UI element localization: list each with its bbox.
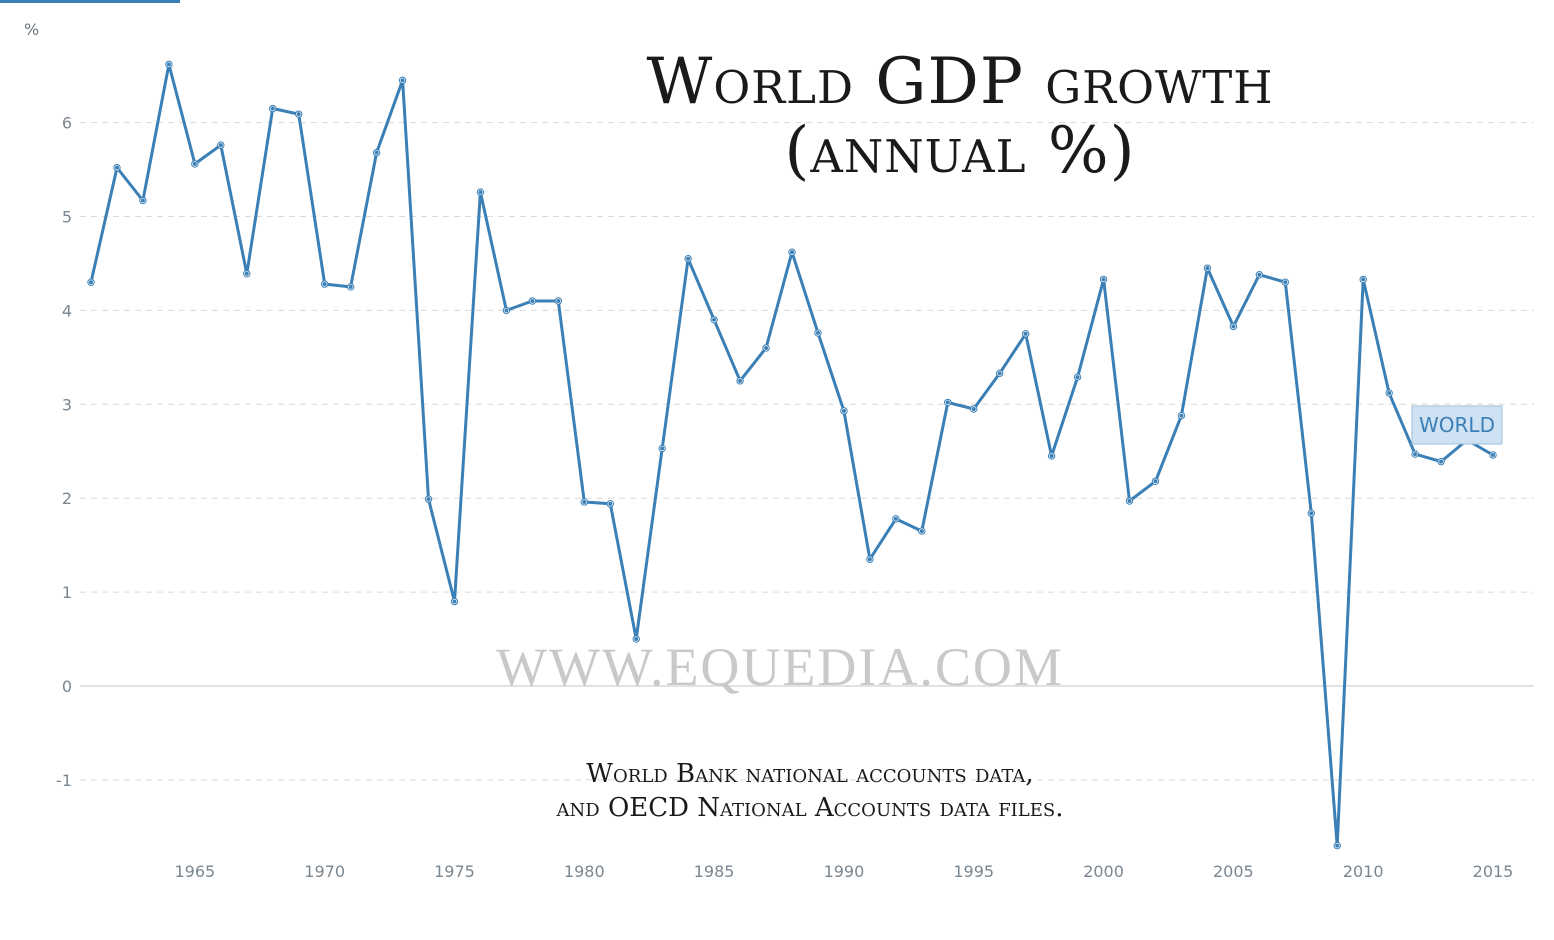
series-label: WORLD (1419, 413, 1495, 437)
data-point-core (945, 400, 950, 405)
series-label-box (1411, 405, 1503, 445)
data-point-core (660, 446, 665, 451)
y-tick-label: -1 (56, 771, 72, 790)
series-layer: WORLD (87, 60, 1503, 850)
data-point-core (1387, 391, 1392, 396)
data-point-core (608, 501, 613, 506)
data-point-core (166, 62, 171, 67)
data-point-core (114, 165, 119, 170)
y-tick-label: 6 (62, 114, 72, 133)
y-tick-label: 3 (62, 395, 72, 414)
data-point-core (1153, 479, 1158, 484)
x-tick-label: 1970 (304, 862, 345, 881)
x-tick-label: 1975 (434, 862, 475, 881)
data-point-core (192, 161, 197, 166)
data-point-core (1283, 280, 1288, 285)
source-line-2: and OECD National Accounts data files. (556, 792, 1064, 823)
data-point-core (530, 299, 535, 304)
data-point-core (1101, 277, 1106, 282)
data-point-core (1049, 453, 1054, 458)
source-note: World Bank national accounts data, and O… (440, 758, 1180, 826)
data-point-core (1179, 413, 1184, 418)
x-tick-label: 1990 (824, 862, 865, 881)
y-tick-label: 0 (62, 677, 72, 696)
y-tick-label: 4 (62, 301, 72, 320)
x-tick-label: 2015 (1473, 862, 1514, 881)
x-tick-label: 2005 (1213, 862, 1254, 881)
data-point-core (504, 308, 509, 313)
data-point-core (582, 499, 587, 504)
data-point-core (140, 198, 145, 203)
data-point-core (244, 271, 249, 276)
data-point-core (1335, 843, 1340, 848)
source-line-1: World Bank national accounts data, (586, 759, 1034, 789)
data-point-core (997, 371, 1002, 376)
data-point-core (1257, 272, 1262, 277)
data-point-core (764, 345, 769, 350)
y-axis-ticks: -1 0 1 2 3 4 5 6 (56, 114, 72, 790)
data-point-core (296, 112, 301, 117)
y-tick-label: 2 (62, 489, 72, 508)
data-point-core (348, 284, 353, 289)
x-tick-label: 1980 (564, 862, 605, 881)
x-tick-label: 2000 (1083, 862, 1124, 881)
data-point-core (556, 299, 561, 304)
chart-title: World GDP growth (annual %) (570, 45, 1350, 189)
x-tick-label: 1995 (953, 862, 994, 881)
chart-title-line-1: World GDP growth (646, 45, 1274, 119)
data-point-core (452, 599, 457, 604)
data-point-core (270, 106, 275, 111)
data-point-core (1309, 511, 1314, 516)
chart-title-line-2: (annual %) (784, 114, 1136, 189)
data-point-core (1075, 375, 1080, 380)
data-point-core (89, 280, 93, 285)
gridlines (80, 122, 1534, 781)
data-point-core (1023, 331, 1028, 336)
data-point-core (1205, 266, 1210, 271)
data-point-core (634, 637, 639, 642)
x-tick-label: 1985 (694, 862, 735, 881)
data-point-core (919, 529, 924, 534)
x-tick-label: 1965 (174, 862, 215, 881)
data-point-core (815, 330, 820, 335)
y-tick-label: 5 (62, 208, 72, 227)
data-point-core (1127, 499, 1132, 504)
data-point-core (426, 497, 431, 502)
data-point-core (218, 143, 223, 148)
data-point-core (322, 282, 327, 287)
watermark: WWW.EQUEDIA.COM (496, 637, 1064, 697)
data-point-core (712, 317, 717, 322)
data-point-core (971, 406, 976, 411)
top-accent-bar (0, 0, 180, 3)
data-point-core (893, 516, 898, 521)
data-point-core (1491, 453, 1495, 458)
data-point-core (738, 378, 743, 383)
data-point-core (1439, 459, 1444, 464)
data-point-core (1413, 452, 1418, 457)
x-tick-label: 2010 (1343, 862, 1384, 881)
data-point-core (1231, 324, 1236, 329)
data-point-core (374, 150, 379, 155)
data-point-core (478, 190, 483, 195)
data-point-core (867, 557, 872, 562)
data-point-core (841, 408, 846, 413)
y-tick-label: 1 (62, 583, 72, 602)
data-point-core (790, 250, 794, 255)
y-unit-label: % (24, 20, 40, 39)
data-point-core (686, 256, 691, 261)
x-axis-ticks: 1965 1970 1975 1980 1985 1990 1995 2000 2005 2010… (174, 862, 1513, 881)
data-point-core (1361, 277, 1366, 282)
data-point-core (400, 78, 405, 83)
